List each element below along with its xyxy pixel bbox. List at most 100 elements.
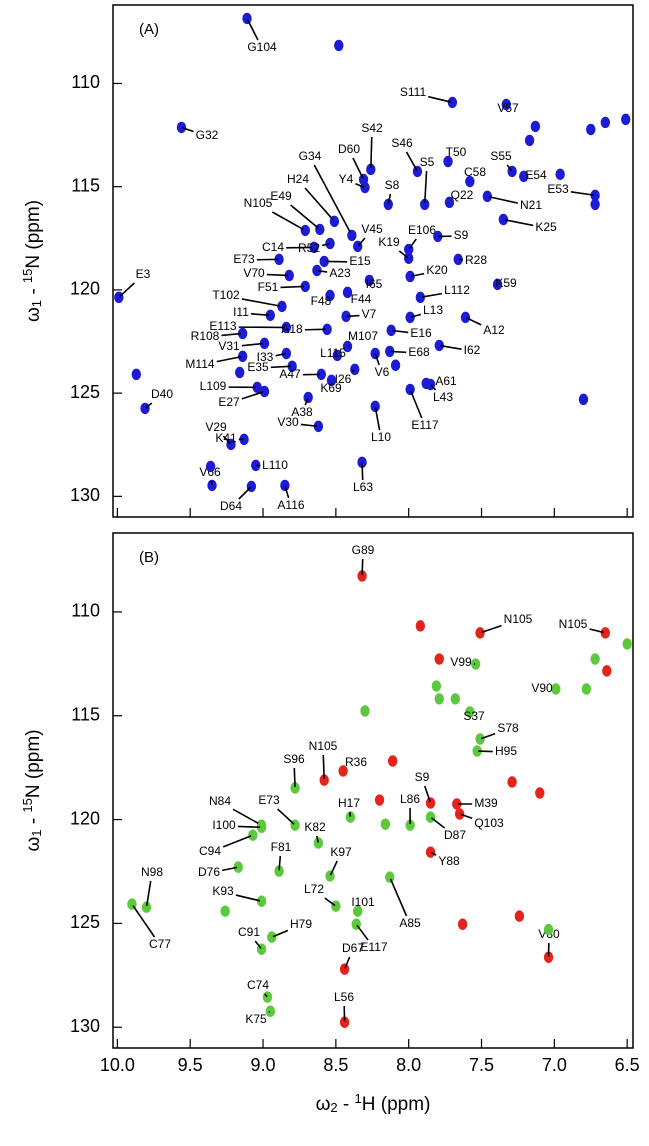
leader-line: [268, 1010, 271, 1013]
leader-line: [270, 365, 291, 369]
peak-label: E113: [209, 319, 236, 333]
peak: [405, 311, 415, 324]
peak: [334, 39, 344, 52]
leader-line: [182, 127, 194, 133]
peak: [259, 385, 270, 398]
peak-label: V31: [218, 339, 240, 353]
peak-label: L72: [304, 882, 324, 896]
axis-label-part: N (ppm): [23, 200, 44, 269]
peak: [332, 349, 343, 362]
peak: [444, 196, 455, 209]
peak-label: A38: [291, 405, 313, 419]
leader-line: [344, 956, 351, 969]
peak-label: A23: [329, 266, 351, 280]
peak: [350, 363, 360, 376]
leader-line: [277, 808, 295, 825]
peak-label: T102: [212, 288, 240, 302]
peak-label: I11: [233, 305, 249, 319]
leader-line: [284, 486, 290, 499]
leader-line: [351, 369, 355, 373]
peak: [519, 170, 529, 183]
peak: [364, 274, 375, 287]
peak-label: D60: [338, 142, 360, 156]
peak: [360, 705, 370, 717]
leader-line: [293, 767, 296, 787]
peak-label: D76: [198, 865, 220, 879]
leader-line: [504, 219, 534, 227]
axis-label-part: 15: [20, 269, 35, 283]
peak: [281, 347, 292, 360]
peak-label: H24: [287, 172, 309, 186]
peak: [342, 340, 353, 353]
leader-line: [119, 282, 135, 298]
peak-label: K41: [215, 431, 237, 445]
peak-label: K19: [378, 235, 400, 249]
leader-line: [304, 187, 334, 221]
peak: [600, 116, 611, 129]
peak: [339, 963, 350, 975]
peak: [482, 190, 493, 203]
leader-line: [589, 628, 605, 634]
axis-label-part: ω: [23, 837, 44, 852]
leader-line: [237, 825, 261, 829]
leader-line: [466, 317, 482, 326]
peak-label: K75: [245, 1012, 267, 1026]
leader-line: [374, 407, 381, 431]
peak-label: V30: [277, 415, 299, 429]
peak-label: E117: [411, 418, 438, 432]
peak-label: C14: [262, 240, 284, 254]
y-tick-label: 120: [70, 808, 100, 828]
peak-label: C74: [247, 978, 269, 992]
peak-label: E68: [408, 345, 430, 359]
peak-label: H17: [338, 796, 360, 810]
peak: [501, 98, 511, 111]
peak-label: S96: [283, 752, 305, 766]
axis-label-part: -: [23, 813, 44, 830]
x-tick-label: 6.5: [615, 1055, 640, 1075]
peak-label: E35: [247, 360, 269, 374]
peak: [256, 895, 267, 907]
peak: [581, 683, 592, 695]
peak-label: S42: [361, 121, 383, 135]
peak-label: H95: [495, 744, 517, 758]
leader-line: [300, 423, 318, 428]
leader-line: [398, 250, 409, 259]
leader-line: [250, 312, 270, 317]
peak: [315, 223, 325, 236]
leader-line: [290, 204, 319, 229]
peak-label: C58: [464, 165, 486, 179]
peak-label: V90: [531, 681, 553, 695]
peak: [207, 479, 217, 492]
leader-line: [355, 183, 365, 188]
x-tick-label: 8.5: [323, 1055, 348, 1075]
peak-label: L10: [371, 430, 391, 444]
leader-line: [405, 151, 418, 171]
x-tick-label: 9.0: [251, 1055, 276, 1075]
leader-line: [424, 170, 428, 203]
axis-label-part: 2: [330, 1100, 337, 1115]
peak: [390, 359, 401, 371]
peak-label: Y88: [438, 854, 460, 868]
leader-line: [480, 732, 496, 740]
peak-label: S9: [415, 770, 430, 784]
axis-label-part: N (ppm): [23, 729, 44, 798]
peak-label: L43: [433, 390, 453, 404]
peak-label: V70: [243, 266, 265, 280]
leader-line: [346, 314, 360, 318]
peak-label: M114: [185, 357, 214, 371]
peak: [313, 837, 324, 849]
peak: [131, 368, 142, 381]
peak-label: A85: [399, 916, 421, 930]
leader-line: [313, 164, 351, 233]
leader-line: [272, 929, 289, 938]
leader-line: [271, 211, 304, 231]
peak-label: R36: [345, 755, 367, 769]
peak: [443, 155, 453, 168]
peak-label: N21: [520, 198, 542, 212]
peak-label: L63: [353, 480, 373, 494]
axis-label-part: -: [338, 1094, 355, 1115]
peak-label: E73: [258, 793, 280, 807]
peak-label: M39: [474, 796, 498, 810]
peak-label: E54: [525, 168, 547, 182]
